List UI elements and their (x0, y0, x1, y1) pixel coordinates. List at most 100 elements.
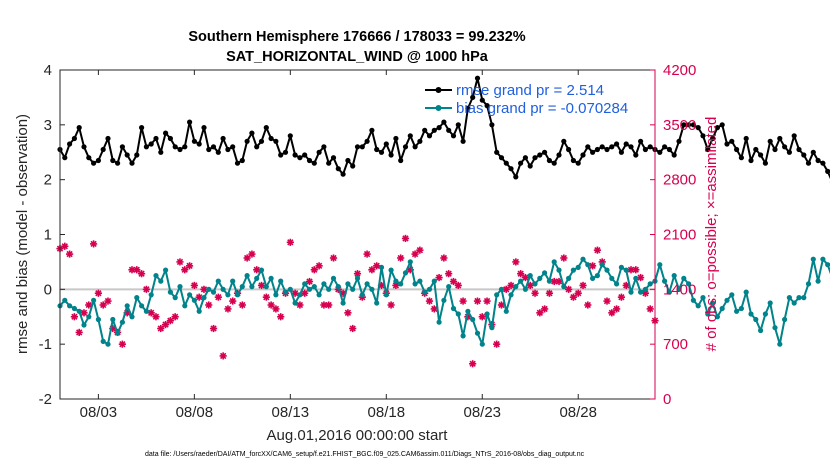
bias-point (268, 275, 274, 281)
rmse-point (388, 152, 394, 158)
obs-marker (325, 301, 333, 309)
bias-point (590, 275, 596, 281)
obs-marker (541, 305, 549, 313)
bias-point (758, 327, 764, 334)
rmse-point (369, 127, 375, 133)
x-tick-label: 08/23 (463, 404, 501, 421)
rmse-point (537, 152, 543, 158)
rmse-point (335, 166, 341, 172)
obs-marker (430, 305, 438, 313)
obs-marker-stroke (229, 297, 236, 305)
bias-point (594, 273, 601, 279)
rmse-point (282, 149, 289, 155)
bias-point (441, 297, 447, 303)
bias-point (321, 281, 327, 287)
obs-marker-stroke (560, 254, 567, 262)
bias-point (302, 281, 308, 287)
bias-point (820, 256, 826, 262)
obs-marker (147, 309, 155, 317)
obs-marker (229, 297, 237, 305)
rmse-point (772, 146, 778, 153)
bias-point (115, 330, 121, 336)
bias-point (700, 295, 706, 301)
bias-point (292, 300, 298, 306)
obs-marker-stroke (186, 262, 193, 269)
bias-point (129, 314, 135, 320)
obs-marker-stroke (291, 290, 299, 297)
obs-marker-stroke (85, 301, 92, 309)
bias-point (762, 311, 769, 317)
rmse-point (100, 146, 106, 153)
bias-point (782, 316, 788, 323)
obs-marker (411, 250, 419, 258)
obs-marker-stroke (527, 282, 534, 289)
rmse-point (791, 133, 797, 139)
obs-marker (454, 281, 462, 290)
bias-point (225, 292, 231, 298)
obs-marker-stroke (239, 301, 246, 309)
bias-point (388, 267, 394, 273)
obs-marker (94, 289, 102, 297)
bias-point (671, 273, 677, 279)
rmse-point (748, 157, 754, 164)
bias-point (71, 305, 77, 312)
obs-marker (200, 285, 208, 293)
rmse-point (820, 160, 826, 166)
obs-marker (526, 281, 534, 290)
bias-point (359, 292, 365, 298)
obs-marker-stroke (368, 266, 376, 273)
obs-marker (445, 270, 453, 278)
rmse-point (163, 130, 169, 136)
obs-marker-stroke (354, 270, 361, 277)
obs-marker (589, 262, 597, 270)
bias-point (503, 308, 509, 314)
bias-point (614, 281, 620, 287)
obs-marker (531, 289, 539, 297)
obs-marker (459, 297, 467, 305)
bias-point (422, 289, 428, 295)
bias-point (254, 275, 260, 281)
rmse-point (158, 149, 164, 155)
rmse-point (633, 152, 639, 158)
bias-point (537, 275, 543, 281)
rmse-point (690, 122, 697, 128)
bias-point (311, 284, 317, 290)
rmse-point (446, 127, 452, 133)
rmse-point (518, 160, 524, 166)
rmse-series (57, 75, 830, 184)
obs-marker (435, 273, 443, 282)
rmse-point (585, 144, 591, 150)
bias-point (508, 292, 514, 298)
obs-marker (584, 301, 592, 309)
rmse-point (700, 133, 706, 139)
obs-marker-stroke (373, 262, 380, 269)
bias-point (182, 303, 188, 309)
obs-marker (61, 242, 69, 250)
obs-marker (315, 262, 323, 270)
obs-marker-stroke (128, 266, 136, 273)
bias-point (786, 295, 793, 301)
rmse-point (628, 144, 634, 150)
obs-marker-stroke (287, 239, 294, 246)
x-tick-label: 08/28 (559, 404, 597, 421)
bias-point (244, 273, 250, 279)
rmse-point (354, 144, 361, 150)
bias-point (105, 341, 111, 347)
rmse-point (484, 103, 490, 109)
rmse-point (196, 141, 202, 147)
obs-marker-stroke (555, 278, 563, 285)
obs-marker-stroke (565, 286, 572, 293)
bias-point (364, 281, 370, 287)
rmse-point (191, 138, 197, 144)
rmse-point (618, 149, 625, 155)
plot-frame (59, 69, 656, 400)
bias-point (196, 308, 202, 314)
obs-marker-stroke (551, 278, 558, 285)
rmse-point (662, 144, 668, 150)
bias-point (642, 286, 649, 292)
obs-marker-stroke (363, 250, 371, 258)
rmse-point (470, 94, 476, 100)
obs-marker-stroke (579, 282, 587, 289)
bias-point (81, 322, 87, 328)
